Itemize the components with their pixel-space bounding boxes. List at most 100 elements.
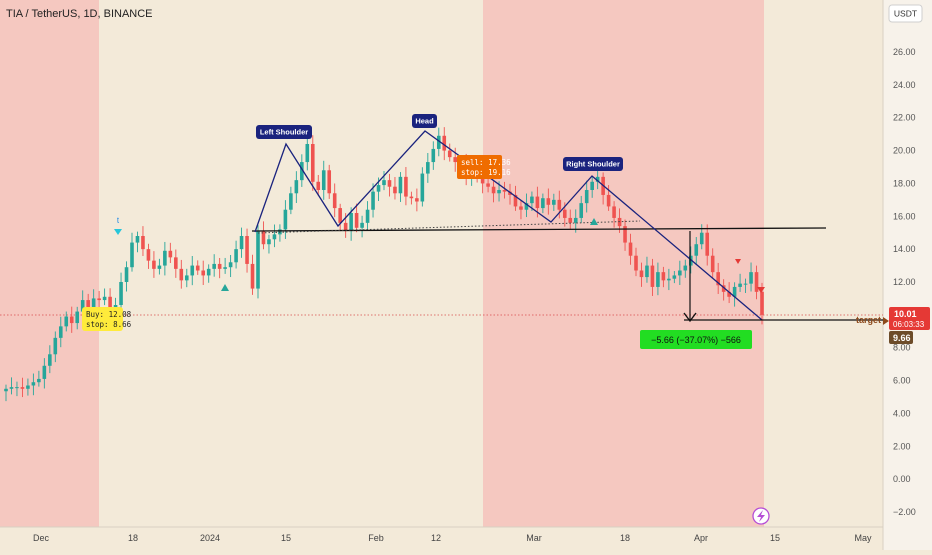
candle xyxy=(612,201,616,228)
candle xyxy=(31,373,36,396)
candle xyxy=(300,154,304,187)
x-tick-label: May xyxy=(854,533,872,543)
x-tick-label: 18 xyxy=(128,533,138,543)
candle xyxy=(20,377,25,398)
buy-price: Buy: 12.08 xyxy=(86,310,132,319)
candle xyxy=(552,193,556,212)
logo-bolt-icon xyxy=(757,510,765,522)
x-tick-label: Apr xyxy=(694,533,708,543)
candle xyxy=(365,201,370,231)
candle xyxy=(119,272,123,313)
candle xyxy=(217,257,222,279)
candle xyxy=(645,256,649,283)
buy-signal-box: Buy: 12.08 stop: 8.66 xyxy=(82,307,132,331)
candle xyxy=(321,160,326,200)
candle xyxy=(431,141,436,170)
candle xyxy=(628,233,633,265)
y-tick-label: 22.00 xyxy=(893,113,916,123)
candle xyxy=(338,203,342,232)
candle xyxy=(683,259,688,278)
candle xyxy=(332,183,337,218)
candle xyxy=(656,262,660,296)
candle xyxy=(524,193,529,218)
neckline xyxy=(251,227,827,232)
candle xyxy=(382,171,386,191)
label-right-shoulder-text: Right Shoulder xyxy=(566,160,620,169)
sell-signal-box: sell: 17.36 stop: 19.16 xyxy=(457,155,511,179)
candle xyxy=(568,209,573,230)
candle xyxy=(398,172,403,202)
candle xyxy=(316,174,321,196)
candle xyxy=(195,260,200,275)
candle xyxy=(546,188,551,215)
x-tick-label: Feb xyxy=(368,533,384,543)
candle xyxy=(749,262,753,292)
label-left-shoulder: Left Shoulder xyxy=(256,125,312,139)
x-tick-label: 15 xyxy=(770,533,780,543)
y-tick-label: 4.00 xyxy=(893,408,911,418)
shade-zone-right xyxy=(483,0,764,527)
candle xyxy=(667,268,671,291)
candle xyxy=(639,262,644,287)
candle xyxy=(267,234,271,254)
y-tick-label: 14.00 xyxy=(893,244,916,254)
candle xyxy=(415,188,419,212)
candle xyxy=(732,282,737,307)
tradingview-logo[interactable] xyxy=(752,507,770,525)
candle xyxy=(349,207,353,241)
candle xyxy=(327,164,332,199)
candle xyxy=(678,260,682,285)
candle xyxy=(15,381,19,397)
y-tick-label: 18.00 xyxy=(893,178,916,188)
y-tick-label: 6.00 xyxy=(893,376,911,386)
y-tick-label: 26.00 xyxy=(893,47,916,57)
x-tick-label: 12 xyxy=(431,533,441,543)
candle xyxy=(289,186,293,215)
candle xyxy=(393,177,397,200)
candle xyxy=(672,271,677,284)
candle xyxy=(4,384,8,402)
candle xyxy=(157,258,162,275)
signal-up-triangle-2 xyxy=(590,218,598,225)
candle xyxy=(212,254,216,277)
y-tick-label: 16.00 xyxy=(893,211,916,221)
candle xyxy=(694,236,699,266)
sell-stop: stop: 19.16 xyxy=(461,168,511,177)
currency-label: USDT xyxy=(894,9,917,19)
candle xyxy=(705,224,710,266)
candle xyxy=(426,152,430,183)
candle xyxy=(239,227,244,258)
x-tick-label: Mar xyxy=(526,533,542,543)
label-left-shoulder-text: Left Shoulder xyxy=(260,128,308,137)
candle xyxy=(360,215,364,238)
candle xyxy=(261,221,266,250)
candle xyxy=(42,358,47,389)
candle xyxy=(447,143,452,162)
target-label: target xyxy=(856,315,881,325)
measure-label: −5.66 (−37.07%) −566 xyxy=(651,335,741,345)
candle xyxy=(179,259,184,289)
candle xyxy=(256,225,260,299)
measure-arrow-head xyxy=(683,312,697,323)
candle xyxy=(404,167,408,206)
candle xyxy=(294,171,299,204)
price-label: 10.01 xyxy=(894,309,917,319)
candle xyxy=(584,180,589,213)
candle xyxy=(513,185,518,211)
y-tick-label: 24.00 xyxy=(893,80,916,90)
label-head-text: Head xyxy=(415,117,434,126)
countdown-label: 06:03:33 xyxy=(893,320,925,329)
candle xyxy=(738,273,742,292)
candle xyxy=(245,228,249,273)
candle xyxy=(371,183,375,218)
sell-price: sell: 17.36 xyxy=(461,158,511,167)
low-label: 9.66 xyxy=(893,333,911,343)
candle xyxy=(420,167,425,207)
label-right-shoulder: Right Shoulder xyxy=(563,157,623,171)
candle xyxy=(234,240,238,269)
candle xyxy=(305,135,310,171)
candle xyxy=(557,190,562,219)
candle xyxy=(163,241,167,276)
currency-badge[interactable] xyxy=(888,4,923,23)
buy-stop: stop: 8.66 xyxy=(86,320,132,329)
